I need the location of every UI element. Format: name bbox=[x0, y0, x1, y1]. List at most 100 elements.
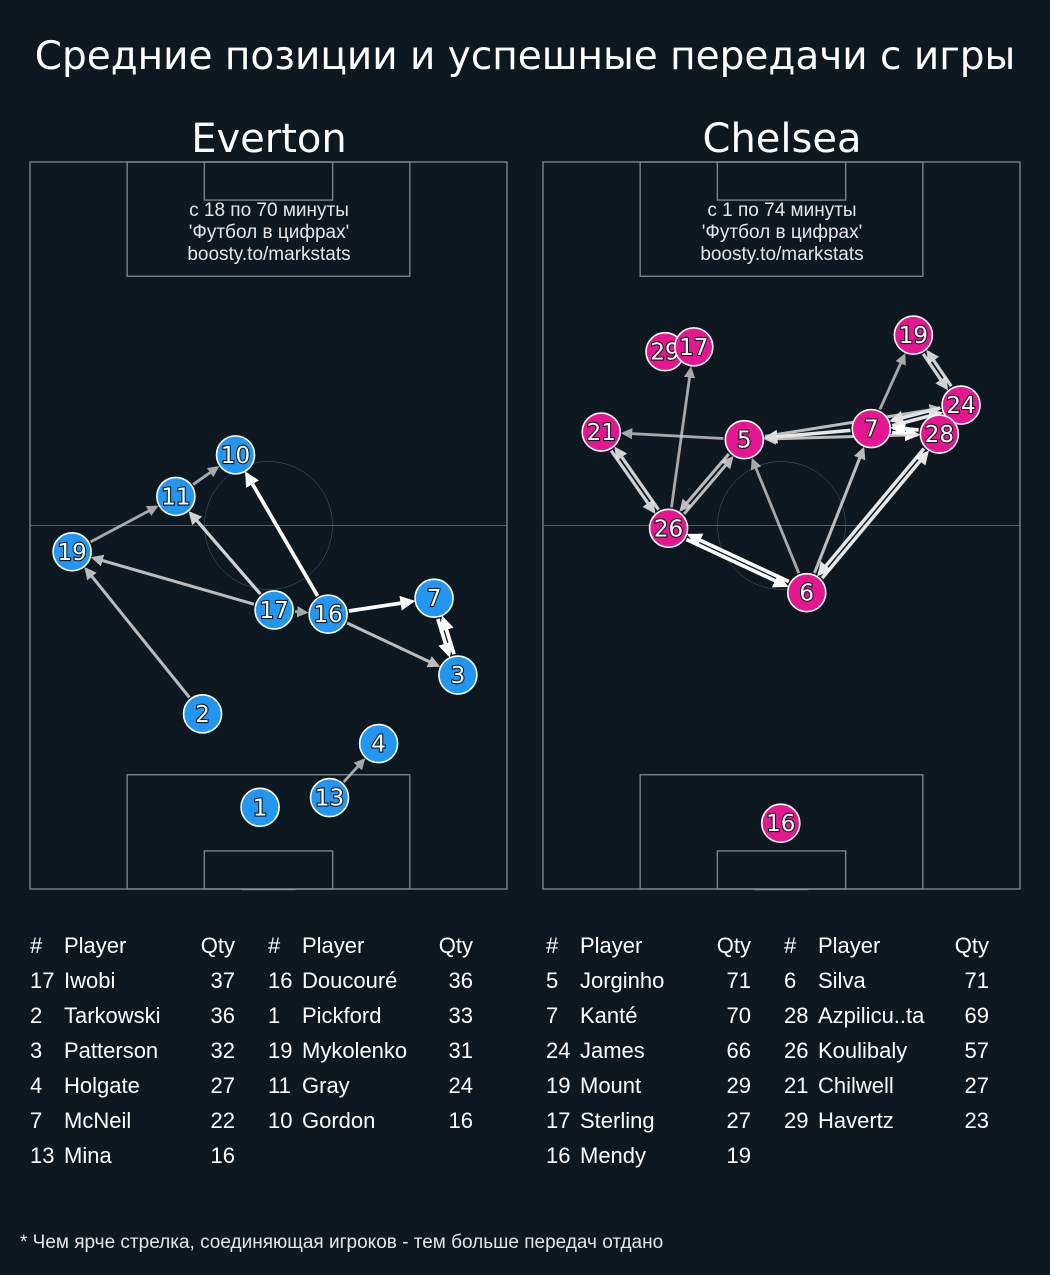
table-row: 13 Mina 16 bbox=[30, 1138, 235, 1173]
table-header: # Player Qty bbox=[30, 928, 235, 963]
pass-arrow-11-to-10 bbox=[192, 466, 220, 486]
table-row: 17 Sterling 27 bbox=[546, 1103, 751, 1138]
player-dot bbox=[182, 694, 223, 734]
player-marker-5: 5 bbox=[724, 419, 765, 460]
player-dot bbox=[581, 412, 622, 452]
player-marker-29: 29 bbox=[645, 331, 685, 372]
footnote: * Чем ярче стрелка, соединяющая игроков … bbox=[20, 1232, 664, 1253]
pass-arrow-5-to-21 bbox=[620, 428, 724, 440]
header-qty: Qty bbox=[438, 933, 473, 958]
table-row: 17 Iwobi 37 bbox=[30, 963, 235, 998]
player-name: Azpilicu..ta bbox=[818, 1003, 925, 1028]
pitch-markings bbox=[29, 161, 508, 891]
player-name: Sterling bbox=[580, 1108, 655, 1133]
player-name: Gordon bbox=[302, 1108, 376, 1133]
goal-box-top bbox=[203, 161, 334, 201]
player-name: Jorginho bbox=[580, 968, 665, 993]
info-left: с 18 по 70 минуты 'Футбол в цифрах' boos… bbox=[30, 200, 508, 266]
player-number-label: 3 bbox=[451, 663, 466, 689]
player-name: Holgate bbox=[64, 1073, 140, 1098]
pitch-left: 10 11 19 17 16 7 3 2 4 13 1 bbox=[29, 161, 508, 891]
table-row: 7 McNeil 22 bbox=[30, 1103, 235, 1138]
table-row: 19 Mykolenko 31 bbox=[268, 1033, 473, 1068]
source-label: 'Футбол в цифрах' bbox=[701, 222, 863, 243]
pass-arrow-16-to-7 bbox=[348, 595, 416, 613]
player-dot bbox=[893, 315, 934, 355]
player-name: Mina bbox=[64, 1143, 112, 1168]
table-row: 5 Jorginho 71 bbox=[546, 963, 751, 998]
header-num: # bbox=[30, 933, 43, 958]
pass-count: 27 bbox=[726, 1108, 751, 1133]
player-marker-11: 11 bbox=[156, 476, 196, 517]
player-marker-26: 26 bbox=[648, 508, 689, 549]
player-number: 28 bbox=[784, 1003, 809, 1028]
player-marker-19: 19 bbox=[52, 532, 92, 572]
player-dot bbox=[941, 385, 981, 425]
pass-count: 36 bbox=[448, 968, 473, 993]
table-row: 11 Gray 24 bbox=[268, 1068, 473, 1103]
pass-arrow-6-to-7 bbox=[813, 446, 866, 574]
player-marker-7: 7 bbox=[414, 578, 454, 619]
player-number: 7 bbox=[546, 1003, 559, 1028]
player-marker-28: 28 bbox=[919, 414, 960, 454]
pass-count: 57 bbox=[964, 1038, 989, 1063]
player-name: Mount bbox=[580, 1073, 642, 1098]
player-number: 17 bbox=[546, 1108, 571, 1133]
pass-arrow-17-to-11 bbox=[188, 511, 262, 596]
player-table-everton-1: # Player Qty 17 Iwobi 37 2 Tarkowski 36 3 Patterso… bbox=[30, 928, 235, 1173]
header-player: Player bbox=[818, 933, 881, 958]
player-dot bbox=[674, 327, 714, 367]
player-number-label: 19 bbox=[57, 540, 86, 566]
player-number: 3 bbox=[30, 1038, 43, 1063]
player-marker-24: 24 bbox=[941, 385, 981, 425]
table-row: 3 Patterson 32 bbox=[30, 1033, 235, 1068]
player-number-label: 17 bbox=[259, 598, 288, 624]
player-name: Patterson bbox=[64, 1038, 159, 1063]
player-name: Kanté bbox=[580, 1003, 638, 1028]
table-row: 24 James 66 bbox=[546, 1033, 751, 1068]
goal-box-bottom bbox=[716, 850, 847, 890]
pass-count: 19 bbox=[726, 1143, 751, 1168]
player-name: Mendy bbox=[580, 1143, 647, 1168]
player-number: 24 bbox=[546, 1038, 571, 1063]
player-marker-17: 17 bbox=[254, 590, 294, 630]
pass-arrow-21-to-26 bbox=[609, 449, 656, 514]
team-name-right: Chelsea bbox=[702, 116, 862, 162]
pass-count: 36 bbox=[210, 1003, 235, 1028]
pass-count: 33 bbox=[448, 1003, 473, 1028]
pass-count: 24 bbox=[448, 1073, 473, 1098]
pass-count: 70 bbox=[726, 1003, 751, 1028]
table-row: 10 Gordon 16 bbox=[268, 1103, 473, 1138]
table-row: 16 Mendy 19 bbox=[546, 1138, 751, 1173]
pass-count: 37 bbox=[210, 968, 235, 993]
info-right: с 1 по 74 минуты 'Футбол в цифрах' boost… bbox=[543, 200, 1021, 266]
center-circle bbox=[204, 461, 333, 590]
table-header: # Player Qty bbox=[546, 928, 751, 963]
goal-box-bottom bbox=[203, 850, 334, 890]
table-header: # Player Qty bbox=[268, 928, 473, 963]
pass-arrow-19-to-11 bbox=[89, 505, 159, 544]
player-dot bbox=[358, 723, 399, 764]
pass-count: 22 bbox=[210, 1108, 235, 1133]
table-row: 26 Koulibaly 57 bbox=[784, 1033, 989, 1068]
pass-arrow-17-to-16 bbox=[294, 606, 309, 618]
source-label: 'Футбол в цифрах' bbox=[188, 222, 350, 243]
player-marker-13: 13 bbox=[309, 777, 350, 818]
header-player: Player bbox=[580, 933, 643, 958]
player-number-label: 17 bbox=[679, 335, 708, 361]
player-number: 11 bbox=[268, 1073, 291, 1098]
player-number-label: 1 bbox=[253, 795, 268, 821]
pass-arrow-17-to-19 bbox=[90, 554, 255, 606]
player-name: Mykolenko bbox=[302, 1038, 408, 1063]
pass-arrow-19-to-24 bbox=[921, 352, 949, 391]
pass-arrow-6-to-26 bbox=[686, 533, 790, 584]
player-number-label: 11 bbox=[161, 484, 190, 510]
pass-arrow-6-to-28 bbox=[820, 450, 929, 580]
pass-count: 71 bbox=[726, 968, 751, 993]
player-number-label: 13 bbox=[315, 786, 344, 812]
pass-arrow-24-to-19 bbox=[926, 349, 953, 388]
table-row: 6 Silva 71 bbox=[784, 963, 989, 998]
header-player: Player bbox=[302, 933, 365, 958]
player-number: 19 bbox=[268, 1038, 293, 1063]
source-url: boosty.to/markstats bbox=[187, 244, 351, 265]
